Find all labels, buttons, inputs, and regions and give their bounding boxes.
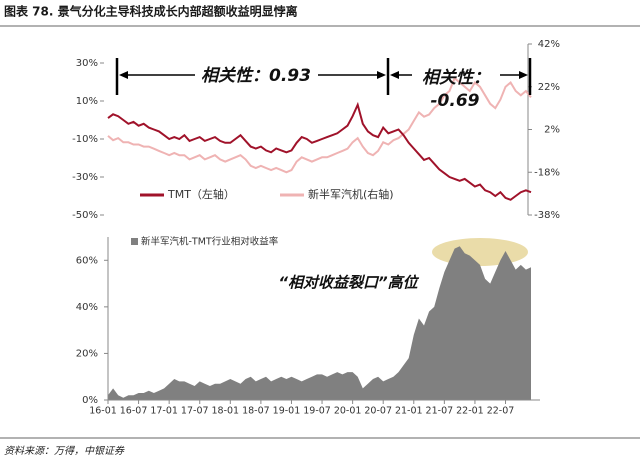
annotation: 相关性： (422, 68, 490, 88)
annotation: 相关性：0.93 (201, 66, 311, 86)
x-tick-label: 20-01 (334, 406, 362, 417)
arrowheads (119, 71, 528, 79)
x-tick-label: 18-07 (242, 406, 270, 417)
y-tick-label: 0% (82, 395, 98, 406)
x-tick-label: 16-01 (89, 406, 117, 417)
x-tick-label: 16-07 (120, 406, 148, 417)
x-tick-label: 17-01 (150, 406, 178, 417)
legend-swatch (131, 238, 138, 245)
y2-tick-label: 22% (538, 82, 560, 93)
y-tick-label: 40% (76, 302, 98, 313)
annotation: “相对收益裂口”高位 (278, 274, 419, 292)
x-tick-label: 20-07 (364, 406, 392, 417)
y2-tick-label: 2% (544, 125, 560, 136)
y-tick-label: 60% (76, 255, 98, 266)
x-tick-label: 19-07 (303, 406, 331, 417)
source: 资料来源：万得，中银证券 (4, 445, 125, 457)
y2-tick-label: 42% (538, 39, 560, 50)
y2-tick-label: -38% (534, 210, 560, 221)
highlight (432, 238, 528, 266)
markers (115, 58, 532, 95)
y-tick-label: -10% (72, 134, 98, 145)
x-tick-label: 21-01 (395, 406, 423, 417)
y-tick-label: -50% (72, 210, 98, 221)
legend-label: TMT（左轴） (167, 187, 235, 201)
y-tick-label: 10% (76, 96, 98, 107)
y-tick-label: -30% (72, 172, 98, 183)
page-title: 图表 78. 景气分化主导科技成长内部超额收益明显悖离 (4, 4, 298, 19)
x-tick-label: 22-01 (456, 406, 484, 417)
area-series (108, 246, 531, 400)
line-series (107, 76, 532, 174)
y-tick-label: 30% (76, 58, 98, 69)
annotation: -0.69 (431, 91, 480, 111)
line-series (107, 101, 532, 201)
y-tick-label: 20% (76, 348, 98, 359)
y2-tick-label: -18% (534, 167, 560, 178)
x-tick-label: 17-07 (181, 406, 209, 417)
legend-label: 新半军汽机-TMT行业相对收益率 (141, 236, 279, 248)
x-tick-label: 18-01 (212, 406, 240, 417)
x-tick-label: 22-07 (487, 406, 515, 417)
x-tick-label: 19-01 (273, 406, 301, 417)
legend-label: 新半军汽机(右轴) (308, 187, 394, 201)
x-tick-label: 21-07 (426, 406, 454, 417)
